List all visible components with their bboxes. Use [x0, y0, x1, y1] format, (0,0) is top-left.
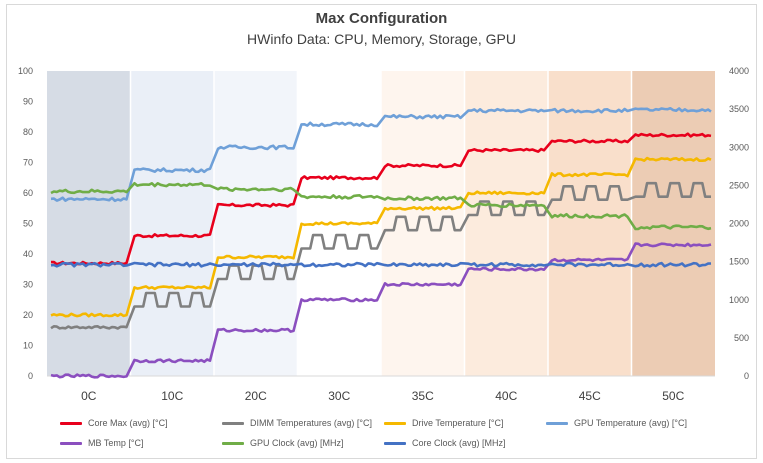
category-band-0c: [47, 71, 131, 376]
y-right-tick-label: 1000: [729, 295, 749, 305]
y-left-tick-label: 20: [23, 310, 33, 320]
x-tick-label: 50C: [662, 389, 684, 403]
y-left-tick-label: 90: [23, 97, 33, 107]
chart-title: Max Configuration: [315, 10, 448, 27]
y-left-tick-label: 0: [28, 371, 33, 381]
series-line-0: [50, 132, 712, 266]
category-band-20c: [214, 71, 298, 376]
y-right-tick-label: 2000: [729, 219, 749, 229]
series-line-3: [50, 107, 712, 203]
category-band-40c: [464, 71, 548, 376]
y-right-tick-label: 500: [734, 333, 749, 343]
y-left-tick-label: 70: [23, 158, 33, 168]
x-tick-label: 45C: [579, 389, 601, 403]
x-tick-label: 40C: [495, 389, 517, 403]
x-tick-label: 10C: [161, 389, 183, 403]
y-right-tick-label: 2500: [729, 180, 749, 190]
chart-frame: [6, 4, 757, 459]
series-line-2: [50, 156, 712, 318]
series-line-6: [50, 261, 712, 268]
y-left-tick-label: 80: [23, 127, 33, 137]
y-left-tick-label: 40: [23, 249, 33, 259]
category-band-10c: [130, 71, 214, 376]
y-left-tick-label: 10: [23, 341, 33, 351]
y-right-tick-label: 1500: [729, 257, 749, 267]
x-tick-label: 20C: [245, 389, 267, 403]
category-band-45c: [548, 71, 632, 376]
x-tick-label: 30C: [328, 389, 350, 403]
series-line-4: [50, 242, 712, 379]
category-band-50c: [631, 71, 715, 376]
chart-subtitle: HWinfo Data: CPU, Memory, Storage, GPU: [247, 31, 516, 47]
x-tick-label: 0C: [81, 389, 97, 403]
y-right-tick-label: 3500: [729, 104, 749, 114]
y-left-tick-label: 50: [23, 219, 33, 229]
x-tick-label: 35C: [412, 389, 434, 403]
y-left-tick-label: 100: [18, 66, 33, 76]
y-right-tick-label: 4000: [729, 66, 749, 76]
series-line-1: [50, 181, 711, 330]
y-left-tick-label: 30: [23, 280, 33, 290]
series-line-5: [50, 182, 712, 231]
y-right-tick-label: 3000: [729, 142, 749, 152]
y-left-tick-label: 60: [23, 188, 33, 198]
y-right-tick-label: 0: [744, 371, 749, 381]
